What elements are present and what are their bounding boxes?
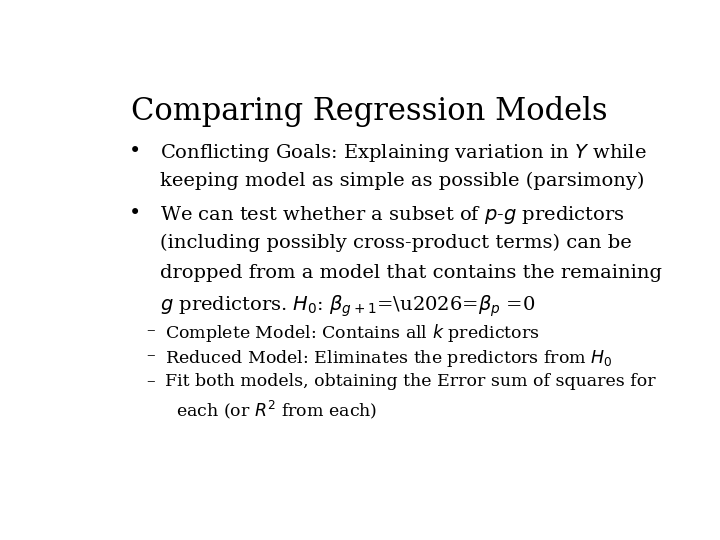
Text: Conflicting Goals: Explaining variation in $Y$ while: Conflicting Goals: Explaining variation …	[160, 141, 647, 164]
Text: We can test whether a subset of $p$-$g$ predictors: We can test whether a subset of $p$-$g$ …	[160, 204, 624, 226]
Text: (including possibly cross-product terms) can be: (including possibly cross-product terms)…	[160, 234, 631, 252]
Text: each (or $R^2$ from each): each (or $R^2$ from each)	[176, 399, 378, 421]
Text: Reduced Model: Eliminates the predictors from $H_0$: Reduced Model: Eliminates the predictors…	[166, 348, 613, 368]
Text: –: –	[145, 322, 154, 339]
Text: •: •	[129, 204, 141, 222]
Text: Complete Model: Contains all $k$ predictors: Complete Model: Contains all $k$ predict…	[166, 322, 540, 344]
Text: –: –	[145, 373, 154, 390]
Text: keeping model as simple as possible (parsimony): keeping model as simple as possible (par…	[160, 172, 644, 190]
Text: Fit both models, obtaining the Error sum of squares for: Fit both models, obtaining the Error sum…	[166, 373, 656, 390]
Text: dropped from a model that contains the remaining: dropped from a model that contains the r…	[160, 264, 662, 281]
Text: $g$ predictors. $H_0$: $\beta_{g+1}$=\u2026=$\beta_p$ =0: $g$ predictors. $H_0$: $\beta_{g+1}$=\u2…	[160, 293, 535, 319]
Text: •: •	[129, 141, 141, 161]
Text: Comparing Regression Models: Comparing Regression Models	[131, 96, 607, 127]
Text: –: –	[145, 348, 154, 364]
